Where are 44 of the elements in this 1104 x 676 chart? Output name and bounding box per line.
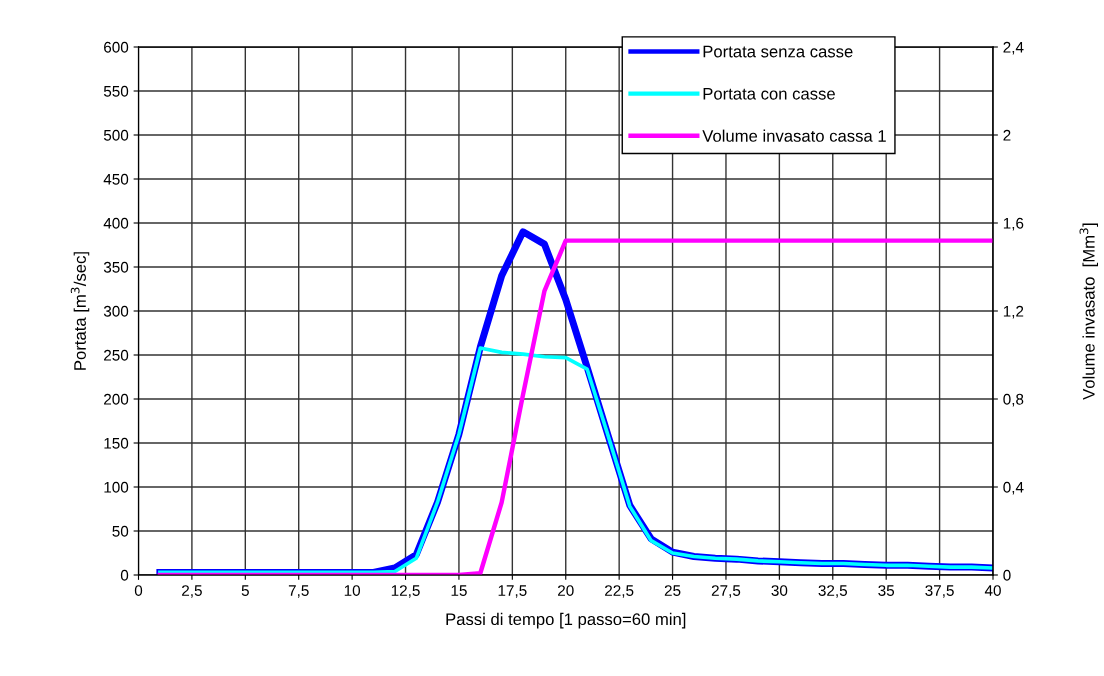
legend-label: Portata senza casse: [703, 45, 853, 58]
x-tick-label: 20: [558, 585, 574, 596]
y2-axis-title: Volume invasato [Mm$^{3}$]: [1079, 223, 1099, 400]
x-axis-title: Passi di tempo [1 passo=60 min]: [446, 612, 686, 629]
y-tick-label: 300: [103, 305, 129, 317]
y2-tick-label: 0,8: [1003, 393, 1024, 407]
x-tick-label: 30: [771, 585, 788, 596]
x-tick-label: 32,5: [818, 585, 848, 598]
y-tick-label: 550: [103, 85, 129, 97]
y-tick-label: 400: [103, 217, 129, 229]
y-tick-label: 50: [112, 525, 129, 537]
y2-tick-label: 2: [1003, 129, 1011, 141]
y-tick-label: 600: [104, 41, 129, 53]
x-tick-label: 15: [451, 585, 467, 596]
y2-tick-label: 1,6: [1003, 217, 1024, 231]
line-series: [158, 346, 993, 575]
y-tick-label: 0: [120, 569, 129, 581]
x-tick-label: 25: [664, 585, 681, 596]
x-tick-label: 22,5: [605, 585, 634, 598]
x-tick-label: 27,5: [711, 585, 741, 598]
x-tick-label: 7,5: [288, 585, 309, 598]
y-tick-label: 200: [104, 393, 129, 405]
x-tick-label: 35: [878, 585, 895, 596]
x-tick-label: 17,5: [498, 585, 527, 598]
x-tick-label: 10: [344, 585, 361, 596]
y2-tick-label: 1,2: [1003, 305, 1024, 319]
y-tick-label: 150: [104, 437, 129, 449]
y-tick-label: 450: [103, 173, 129, 185]
x-tick-label: 37,5: [925, 585, 954, 598]
x-tick-label: 0: [134, 585, 143, 596]
y2-tick-label: 0,4: [1003, 481, 1024, 495]
y-tick-label: 350: [103, 261, 129, 273]
y2-tick-label: 2,4: [1003, 41, 1024, 55]
y2-tick-label: 0: [1003, 569, 1011, 581]
y-tick-label: 500: [103, 129, 129, 141]
x-tick-label: 2,5: [182, 585, 202, 598]
x-tick-label: 5: [241, 585, 249, 596]
y-tick-label: 250: [104, 349, 129, 361]
x-tick-label: 40: [984, 585, 1001, 596]
x-tick-label: 12,5: [391, 585, 420, 598]
y-tick-label: 100: [104, 481, 129, 493]
legend-label: Volume invasato cassa 1: [702, 129, 886, 142]
legend-label: Portata con casse: [703, 88, 835, 100]
y-axis-title: Portata [m$^{3}$/sec]: [70, 252, 90, 370]
